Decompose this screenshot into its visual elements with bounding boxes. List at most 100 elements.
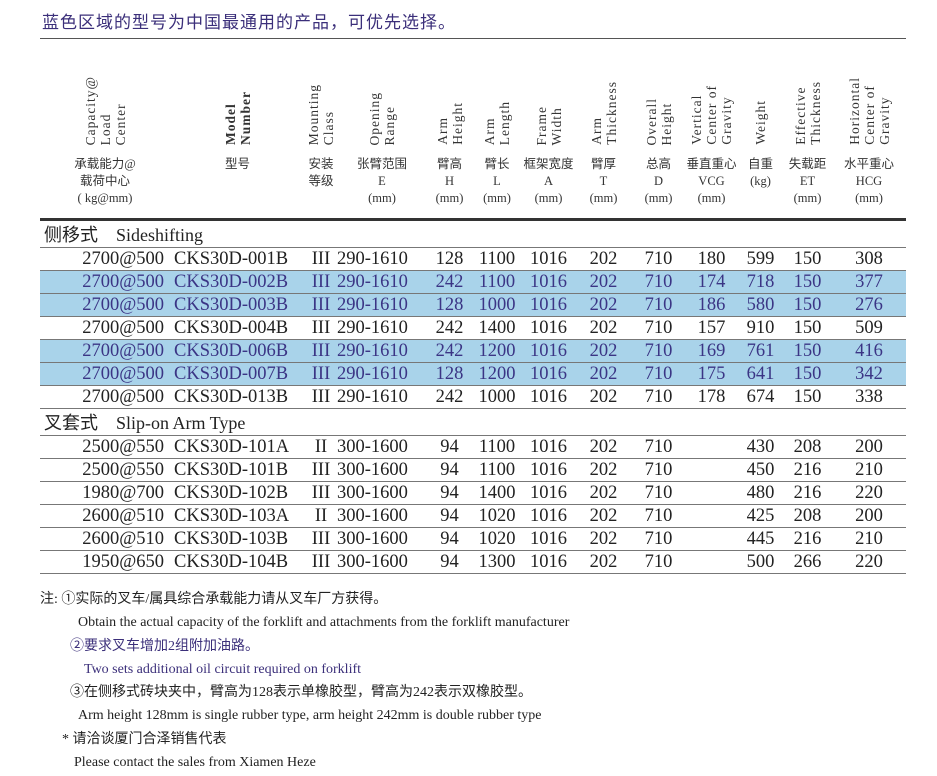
- section-row: 叉套式 Slip-on Arm Type: [40, 408, 906, 436]
- cell-open: 300-1600: [337, 527, 427, 551]
- cell-hcg: 276: [832, 293, 906, 317]
- cell-cls: III: [305, 458, 337, 482]
- cell-hcg: 338: [832, 385, 906, 409]
- cell-open: 300-1600: [337, 458, 427, 482]
- cell-t: 202: [575, 527, 632, 551]
- column-header-en: Opening Range: [367, 91, 397, 146]
- cell-t: 202: [575, 550, 632, 574]
- cell-t: 202: [575, 362, 632, 386]
- cell-a: 1016: [522, 385, 575, 409]
- cell-cls: III: [305, 481, 337, 505]
- column-header-en: Arm Thickness: [588, 81, 619, 145]
- cell-h: 94: [427, 458, 472, 482]
- cell-h: 94: [427, 481, 472, 505]
- cell-w: 761: [738, 339, 783, 363]
- cell-hcg: 509: [832, 316, 906, 340]
- cell-d: 710: [632, 458, 685, 482]
- cell-d: 710: [632, 293, 685, 317]
- cell-cap: 2600@510: [40, 504, 170, 528]
- cell-open: 300-1600: [337, 504, 427, 528]
- column-header: Arm Length: [472, 62, 522, 150]
- column-header: Mounting Class: [305, 62, 337, 150]
- cell-hcg: 308: [832, 247, 906, 271]
- column-header-en: Mounting Class: [306, 83, 336, 145]
- column-header: Model Number: [170, 62, 305, 150]
- cell-hcg: 200: [832, 504, 906, 528]
- section-row: 侧移式 Sideshifting: [40, 221, 906, 248]
- cell-h: 128: [427, 293, 472, 317]
- cell-d: 710: [632, 527, 685, 551]
- cell-vcg: [685, 550, 738, 574]
- cell-vcg: 175: [685, 362, 738, 386]
- column-header: Vertical Center of Gravity: [685, 62, 738, 150]
- column-header: Capacity@ Load Center: [40, 62, 170, 150]
- table-row: 2700@500 CKS30D-006B III 290-1610 242 1200 101…: [40, 339, 906, 363]
- cell-l: 1400: [472, 481, 522, 505]
- column-header-cn: 臂长 L (mm): [483, 157, 511, 205]
- cell-hcg: 210: [832, 458, 906, 482]
- cell-cap: 1980@700: [40, 481, 170, 505]
- cell-l: 1100: [472, 270, 522, 294]
- cell-h: 94: [427, 550, 472, 574]
- cell-w: 641: [738, 362, 783, 386]
- cell-l: 1020: [472, 504, 522, 528]
- column-header-cn: 垂直重心 VCG (mm): [686, 157, 737, 205]
- cell-open: 290-1610: [337, 270, 427, 294]
- cell-hcg: 200: [832, 435, 906, 459]
- cell-cap: 2700@500: [40, 316, 170, 340]
- cell-hcg: 220: [832, 550, 906, 574]
- cell-cap: 2700@500: [40, 293, 170, 317]
- divider: [40, 218, 906, 222]
- note-4-en: Please contact the sales from Xiamen Hez…: [74, 755, 316, 771]
- cell-model: CKS30D-102B: [170, 481, 305, 505]
- cell-a: 1016: [522, 339, 575, 363]
- notes: 注: ①实际的叉车/属具综合承载能力请从叉车厂方获得。 Obtain the a…: [40, 588, 569, 774]
- cell-a: 1016: [522, 550, 575, 574]
- note-4-cn: * 请洽谈厦门合泽销售代表: [62, 731, 227, 747]
- cell-h: 94: [427, 504, 472, 528]
- note-3-en: Arm height 128mm is single rubber type, …: [78, 708, 542, 724]
- cell-open: 290-1610: [337, 247, 427, 271]
- cell-a: 1016: [522, 527, 575, 551]
- cell-a: 1016: [522, 247, 575, 271]
- cell-h: 242: [427, 270, 472, 294]
- cell-open: 290-1610: [337, 339, 427, 363]
- cell-t: 202: [575, 435, 632, 459]
- column-header-en: Vertical Center of Gravity: [689, 85, 734, 145]
- column-header-cn: 臂高 H (mm): [435, 157, 464, 205]
- cell-model: CKS30D-101B: [170, 458, 305, 482]
- cell-vcg: [685, 458, 738, 482]
- cell-w: 450: [738, 458, 783, 482]
- cell-t: 202: [575, 293, 632, 317]
- section-label: 侧移式 Sideshifting: [40, 221, 906, 248]
- cell-h: 94: [427, 527, 472, 551]
- column-header: Overall Height: [632, 62, 685, 150]
- cell-t: 202: [575, 385, 632, 409]
- cell-cls: II: [305, 435, 337, 459]
- cell-h: 128: [427, 247, 472, 271]
- note-2-cn: ②要求叉车增加2组附加油路。: [70, 638, 259, 654]
- cell-d: 710: [632, 270, 685, 294]
- cell-cls: III: [305, 270, 337, 294]
- cell-vcg: [685, 481, 738, 505]
- cell-cap: 1950@650: [40, 550, 170, 574]
- cell-vcg: [685, 527, 738, 551]
- cell-model: CKS30D-006B: [170, 339, 305, 363]
- cell-a: 1016: [522, 293, 575, 317]
- cell-et: 216: [783, 458, 832, 482]
- cell-a: 1016: [522, 316, 575, 340]
- cell-hcg: 342: [832, 362, 906, 386]
- cell-vcg: 157: [685, 316, 738, 340]
- cell-model: CKS30D-101A: [170, 435, 305, 459]
- cell-model: CKS30D-003B: [170, 293, 305, 317]
- table-row: 2500@550 CKS30D-101B III 300-1600 94 1100 1016…: [40, 458, 906, 482]
- cell-cap: 2700@500: [40, 247, 170, 271]
- cell-w: 580: [738, 293, 783, 317]
- cell-model: CKS30D-002B: [170, 270, 305, 294]
- page-title: 蓝色区域的型号为中国最通用的产品，可优先选择。: [42, 13, 456, 32]
- cell-open: 300-1600: [337, 481, 427, 505]
- cell-vcg: [685, 435, 738, 459]
- cell-l: 1100: [472, 247, 522, 271]
- cell-l: 1000: [472, 293, 522, 317]
- cell-cls: III: [305, 247, 337, 271]
